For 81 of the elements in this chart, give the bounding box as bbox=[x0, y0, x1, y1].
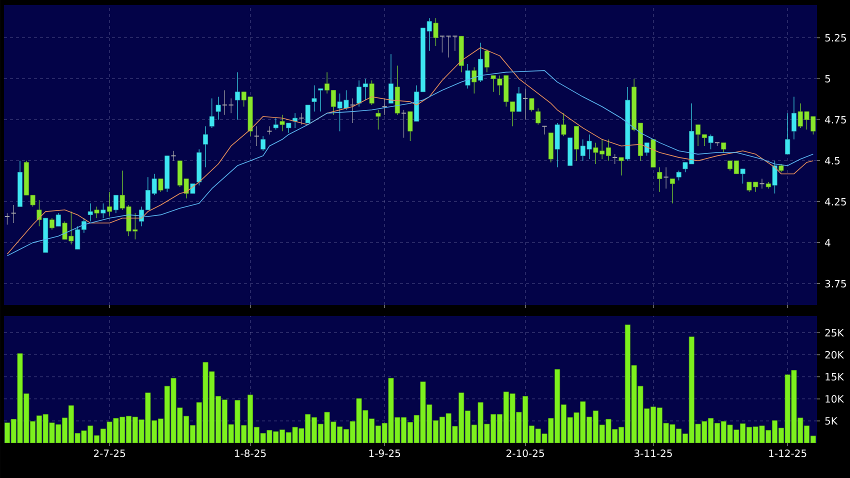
y-tick-label: 15K bbox=[826, 373, 844, 381]
candlestick bbox=[216, 96, 221, 120]
candlestick bbox=[772, 160, 778, 194]
candlestick bbox=[657, 166, 662, 192]
candlestick bbox=[529, 98, 534, 112]
candlestick bbox=[791, 96, 796, 140]
y-tick-label: 10K bbox=[826, 395, 844, 403]
candlestick bbox=[612, 154, 618, 164]
candlestick bbox=[286, 122, 292, 134]
candlestick bbox=[536, 108, 541, 125]
y-tick-label: 4.75 bbox=[825, 116, 846, 124]
y-tick-label: 25K bbox=[825, 328, 844, 337]
candlestick bbox=[158, 178, 164, 192]
candlestick bbox=[472, 66, 477, 94]
candlestick bbox=[298, 112, 304, 125]
candlestick bbox=[618, 157, 624, 176]
candlestick bbox=[721, 142, 726, 153]
candlestick bbox=[4, 212, 10, 225]
x-tick-label: 1-8-25 bbox=[235, 450, 266, 458]
candlestick bbox=[202, 126, 208, 168]
candlestick bbox=[382, 98, 388, 116]
candlestick bbox=[94, 206, 100, 218]
candlestick bbox=[113, 194, 118, 214]
candlestick bbox=[516, 86, 522, 112]
candlestick bbox=[350, 98, 356, 124]
candlestick bbox=[190, 183, 196, 194]
y-tick-label: 4.5 bbox=[825, 157, 840, 164]
candlestick bbox=[484, 48, 490, 72]
candlestick bbox=[388, 54, 394, 104]
y-tick-label: 3.75 bbox=[825, 280, 846, 288]
candlestick bbox=[305, 104, 310, 124]
candlestick bbox=[36, 200, 42, 227]
y-tick-label: 4 bbox=[825, 239, 830, 246]
candlestick bbox=[644, 142, 650, 156]
candlestick bbox=[478, 42, 484, 82]
x-tick-label: 1-12-25 bbox=[769, 450, 806, 458]
y-tick-label: 4.25 bbox=[825, 198, 846, 206]
candlestick bbox=[10, 204, 16, 224]
candlestick bbox=[465, 64, 470, 89]
candlestick bbox=[254, 126, 260, 146]
candlestick bbox=[433, 18, 438, 46]
candlestick bbox=[107, 192, 112, 217]
candlestick bbox=[439, 36, 445, 53]
candlestick bbox=[209, 98, 214, 128]
candlestick bbox=[100, 203, 106, 218]
candlestick bbox=[222, 90, 228, 116]
candlestick bbox=[170, 150, 176, 162]
y-tick-label: 5 bbox=[825, 75, 830, 82]
candlestick bbox=[408, 111, 413, 142]
candlestick bbox=[670, 178, 675, 204]
x-tick-label: 2-10-25 bbox=[506, 450, 544, 458]
candlestick bbox=[266, 126, 272, 135]
candlestick bbox=[369, 80, 374, 106]
candlestick bbox=[663, 166, 669, 189]
candlestick bbox=[542, 126, 548, 135]
candlestick bbox=[376, 110, 381, 130]
y-tick-label: 5K bbox=[825, 417, 838, 425]
y-tick-label: 20K bbox=[825, 351, 844, 359]
x-tick-label: 3-11-25 bbox=[634, 450, 672, 458]
candlestick bbox=[574, 126, 579, 162]
candlestick bbox=[318, 88, 324, 112]
candlestick bbox=[260, 136, 266, 152]
candlestick bbox=[522, 88, 528, 120]
candlestick bbox=[785, 112, 790, 154]
candlestick bbox=[312, 85, 317, 112]
candlestick bbox=[561, 112, 566, 136]
candlestick bbox=[740, 168, 746, 184]
candlestick bbox=[400, 110, 407, 138]
x-tick-label: 2-7-25 bbox=[94, 450, 126, 458]
candlestick bbox=[676, 170, 682, 181]
candlestick bbox=[708, 134, 714, 150]
candlestick bbox=[234, 72, 240, 120]
candlestick bbox=[759, 178, 765, 189]
y-tick-label: 5.25 bbox=[825, 34, 846, 42]
candlestick bbox=[56, 212, 61, 227]
candlestick bbox=[49, 218, 54, 230]
x-tick-label: 1-9-25 bbox=[369, 450, 400, 458]
candlestick bbox=[88, 203, 93, 222]
candlestick bbox=[273, 118, 278, 130]
candlestick bbox=[280, 114, 285, 132]
candlestick bbox=[228, 98, 234, 114]
